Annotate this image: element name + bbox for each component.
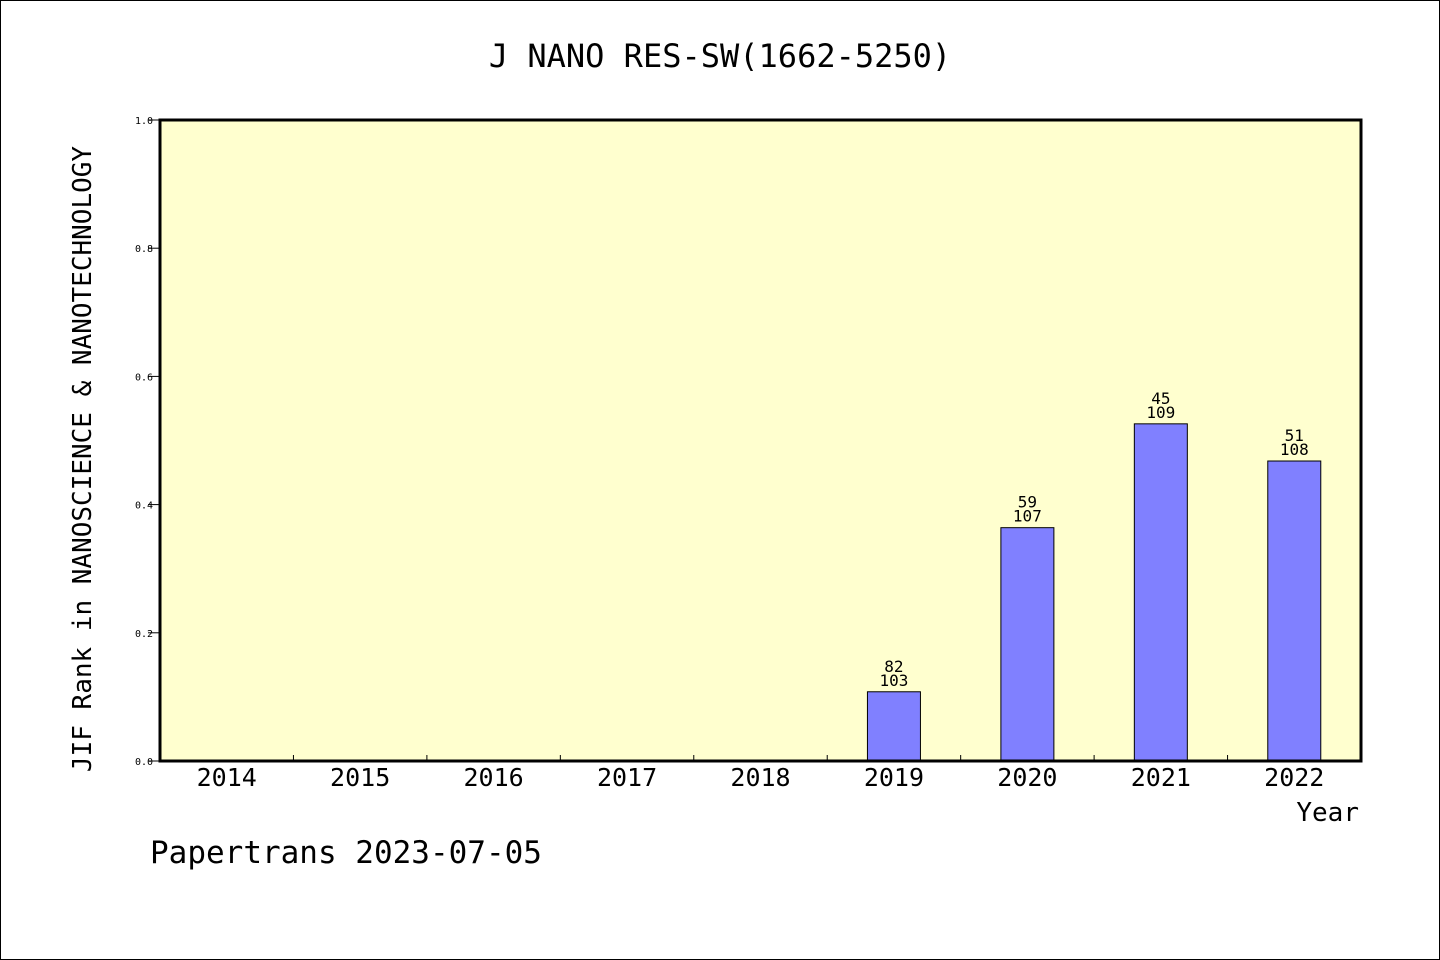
x-tick-label: 2021 bbox=[1131, 763, 1191, 792]
x-tick-label: 2022 bbox=[1264, 763, 1324, 792]
bar-rank-label: 82 bbox=[884, 657, 903, 676]
x-tick-label: 2017 bbox=[597, 763, 657, 792]
y-tick-label: 0.6 bbox=[135, 372, 153, 383]
bar-total-label: 109 bbox=[1146, 403, 1175, 422]
bar-total-label: 103 bbox=[879, 671, 908, 690]
y-tick-label: 0.8 bbox=[135, 244, 153, 255]
y-tick-label: 0.2 bbox=[135, 629, 153, 640]
x-tick-label: 2020 bbox=[997, 763, 1057, 792]
bar-total-label: 107 bbox=[1013, 507, 1042, 526]
bar bbox=[1267, 460, 1322, 762]
x-tick-label: 2015 bbox=[330, 763, 390, 792]
x-tick-label: 2019 bbox=[864, 763, 924, 792]
y-tick-label: 1.0 bbox=[135, 116, 153, 127]
y-tick-label: 0.4 bbox=[135, 501, 153, 512]
bar-rank-label: 59 bbox=[1018, 493, 1037, 512]
plot-border bbox=[158, 118, 1363, 763]
bar bbox=[1133, 423, 1188, 762]
bar bbox=[866, 691, 921, 762]
bar-rank-label: 45 bbox=[1151, 389, 1170, 408]
bar bbox=[1000, 527, 1055, 762]
x-tick-label: 2016 bbox=[464, 763, 524, 792]
footer-text: Papertrans 2023-07-05 bbox=[150, 835, 542, 871]
y-tick-label: 0.0 bbox=[135, 757, 153, 768]
x-tick-label: 2018 bbox=[730, 763, 790, 792]
x-tick-label: 2014 bbox=[197, 763, 257, 792]
x-axis-label: Year bbox=[1296, 798, 1359, 828]
chart-title: J NANO RES-SW(1662-5250) bbox=[489, 37, 951, 75]
bar-total-label: 108 bbox=[1280, 440, 1309, 459]
y-axis-label: JIF Rank in NANOSCIENCE & NANOTECHNOLOGY bbox=[68, 146, 98, 772]
bar-rank-label: 51 bbox=[1285, 426, 1304, 445]
